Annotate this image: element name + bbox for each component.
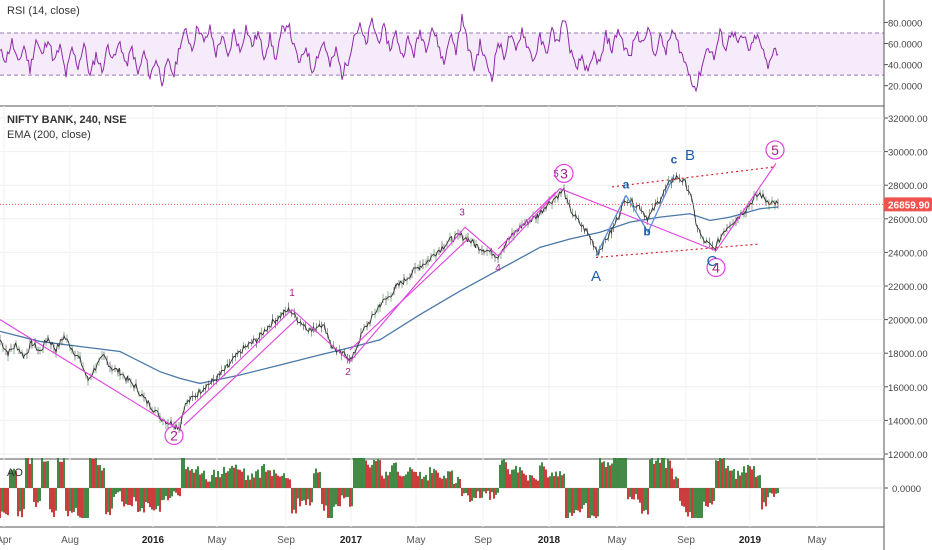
- time-tick-label: Sep: [474, 535, 492, 546]
- wave-trendline: [349, 238, 469, 351]
- abc-trendline: [595, 194, 627, 257]
- wave-label-circle: [554, 163, 574, 184]
- rsi-legend[interactable]: RSI (14, close): [7, 5, 80, 17]
- wave-trendline: [497, 188, 561, 257]
- abc-trendline: [625, 194, 649, 233]
- wave-trendline: [0, 319, 173, 426]
- time-tick-label: May: [608, 535, 627, 546]
- price-tick-label: 28000.00: [888, 181, 928, 192]
- wave-label: 2: [345, 367, 351, 378]
- symbol-legend[interactable]: NIFTY BANK, 240, NSE: [7, 114, 127, 126]
- price-tick-label: 22000.00: [888, 282, 928, 293]
- price-tick-label: 14000.00: [888, 416, 928, 427]
- price-tick-label: 30000.00: [888, 148, 928, 159]
- time-tick-label: Aug: [61, 535, 79, 546]
- price-tick-label: 16000.00: [888, 383, 928, 394]
- rsi-pane[interactable]: [0, 13, 779, 93]
- time-tick-label: May: [407, 535, 426, 546]
- ao-tick-label: 0.0000: [892, 484, 921, 495]
- wave-trendline: [183, 319, 297, 426]
- ema-line: [0, 206, 779, 385]
- wave-trendline: [559, 188, 717, 252]
- ao-histogram[interactable]: [0, 458, 884, 518]
- price-tick-label: 32000.00: [888, 114, 928, 125]
- price-tick-label: 18000.00: [888, 349, 928, 360]
- elliott-wave-drawings[interactable]: [0, 163, 777, 426]
- rsi-tick-label: 40.0000: [888, 61, 922, 72]
- time-tick-label: 2017: [340, 535, 363, 546]
- price-tick-label: 26000.00: [888, 215, 928, 226]
- rsi-tick-label: 20.0000: [888, 82, 922, 93]
- ema-series: [0, 206, 779, 385]
- time-tick-label: Sep: [277, 535, 295, 546]
- wave-trendline: [715, 163, 777, 252]
- rsi-line: [0, 13, 779, 93]
- axes: 32000.00 30000.00 28000.00 26000.00 24000.00…: [0, 18, 928, 546]
- wave-trendline: [171, 309, 293, 426]
- time-tick-label: Sep: [677, 535, 695, 546]
- grid: [0, 106, 884, 527]
- wave-trendline: [497, 191, 557, 250]
- price-line: [0, 174, 779, 432]
- wave-label: 4: [712, 260, 720, 276]
- wave-trendline: [464, 226, 499, 257]
- wave-label: 4: [495, 263, 501, 274]
- time-tick-label: Apr: [0, 535, 12, 546]
- time-tick-label: May: [808, 535, 827, 546]
- rsi-tick-label: 80.0000: [888, 18, 922, 29]
- time-tick-label: 2018: [538, 535, 561, 546]
- rsi-tick-label: 60.0000: [888, 40, 922, 51]
- wave-label-circle: [765, 140, 785, 160]
- wave-label: 1: [289, 288, 295, 299]
- wave-trendline: [349, 226, 466, 362]
- wave-label: 5: [553, 169, 559, 180]
- abc-label: C: [707, 253, 718, 270]
- wave-label-circle: [164, 425, 184, 446]
- abc-label: a: [623, 178, 630, 192]
- price-tick-label: 12000.00: [888, 450, 928, 461]
- wave-labels: 1 2 3 4 5 2 3 4 5 A B Ca b c: [164, 140, 785, 446]
- wave-label: 2: [170, 428, 178, 444]
- last-price-tag: [884, 197, 932, 212]
- price-tick-label: 20000.00: [888, 316, 928, 327]
- price-tick-label: 24000.00: [888, 248, 928, 259]
- time-tick-label: May: [208, 535, 227, 546]
- last-price-label: 26859.90: [888, 200, 930, 211]
- time-tick-label: 2019: [739, 535, 762, 546]
- ema-legend[interactable]: EMA (200, close): [7, 129, 91, 141]
- abc-label: c: [671, 152, 678, 166]
- abc-label: b: [643, 225, 650, 239]
- wave-trendline: [291, 309, 351, 363]
- abc-label: A: [591, 268, 601, 285]
- time-tick-label: 2016: [142, 535, 165, 546]
- ao-legend[interactable]: AO: [7, 467, 23, 479]
- wave-label: 5: [771, 142, 779, 158]
- wave-label-circle: [706, 257, 726, 278]
- abc-trendline: [647, 174, 675, 233]
- wave-label: 3: [560, 165, 568, 181]
- wave-label: 3: [459, 207, 465, 218]
- abc-label: B: [685, 147, 695, 164]
